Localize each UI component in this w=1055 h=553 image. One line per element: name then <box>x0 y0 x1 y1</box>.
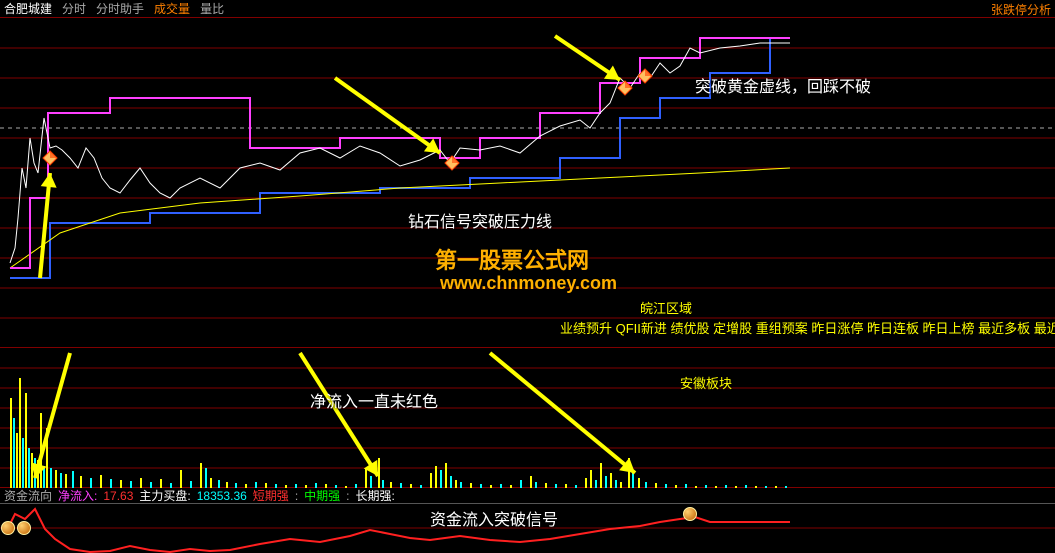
stock-name: 合肥城建 <box>4 0 52 17</box>
flow-marker-icon <box>1 521 15 535</box>
chart-annotation: 皖江区域 <box>640 298 692 317</box>
volume-svg <box>0 348 1055 488</box>
sector-label: 安徽板块 <box>680 373 732 392</box>
tab-intraday[interactable]: 分时 <box>62 0 86 17</box>
flow-label: 资金流向 <box>4 487 52 504</box>
mid-term-label: 中期强 <box>304 487 340 504</box>
volume-panel: 净流入一直未红色 安徽板块 <box>0 348 1055 488</box>
flow-annotation: 资金流入突破信号 <box>430 506 558 530</box>
net-inflow-label: 净流入: <box>58 487 97 504</box>
chart-annotation: www.chnmoney.com <box>440 273 617 294</box>
flow-marker-icon <box>17 521 31 535</box>
main-buy-value: 18353.36 <box>197 489 247 503</box>
main-buy-label: 主力买盘: <box>139 487 190 504</box>
main-price-chart: 突破黄金虚线，回踩不破钻石信号突破压力线第一股票公式网www.chnmoney.… <box>0 18 1055 348</box>
tab-intraday-helper[interactable]: 分时助手 <box>96 0 144 17</box>
chart-annotation: 业绩预升 QFII新进 绩优股 定增股 重组预案 昨日涨停 昨日连板 昨日上榜 … <box>560 318 1055 337</box>
chart-header: 合肥城建 分时 分时助手 成交量 量比 张跌停分析 <box>0 0 1055 18</box>
chart-annotation: 突破黄金虚线，回踩不破 <box>695 73 871 97</box>
tab-vol-ratio[interactable]: 量比 <box>200 0 224 17</box>
short-term-label: 短期强 <box>253 487 289 504</box>
long-term-label: 长期强: <box>356 487 395 504</box>
tab-volume[interactable]: 成交量 <box>154 0 190 17</box>
capital-flow-panel: 资金流入突破信号 <box>0 504 1055 553</box>
chart-annotation: 第一股票公式网 <box>435 243 589 275</box>
limit-analysis-link[interactable]: 张跌停分析 <box>991 1 1051 18</box>
net-inflow-value: 17.63 <box>103 489 133 503</box>
flow-marker-icon <box>683 507 697 521</box>
price-plot-svg <box>0 18 1055 348</box>
chart-annotation: 钻石信号突破压力线 <box>408 208 552 232</box>
capital-flow-header: 资金流向 净流入: 17.63 主力买盘: 18353.36 短期强 : 中期强… <box>0 488 1055 504</box>
vol-annotation: 净流入一直未红色 <box>310 388 438 412</box>
